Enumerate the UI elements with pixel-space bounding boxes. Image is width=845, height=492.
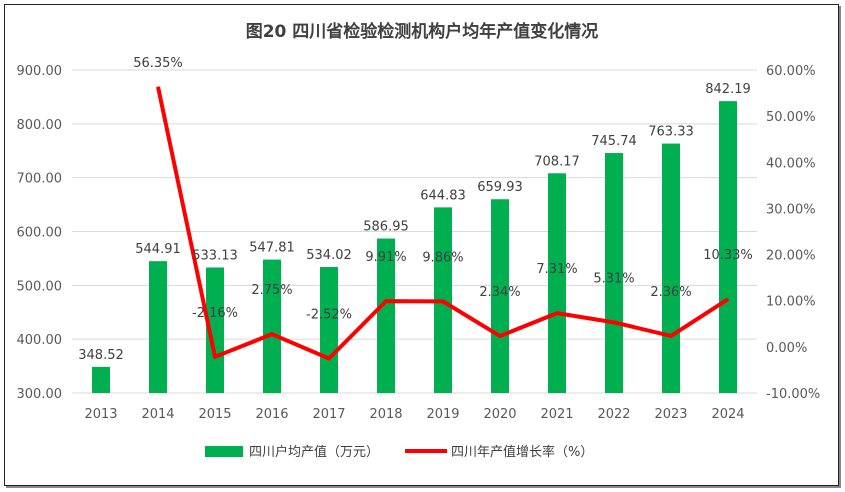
line-label: 5.31% bbox=[593, 271, 634, 286]
bar-label: 586.95 bbox=[363, 220, 409, 235]
bar-label: 544.91 bbox=[135, 242, 181, 257]
x-tick: 2022 bbox=[597, 407, 630, 422]
bar-label: 534.02 bbox=[306, 248, 352, 263]
line-point bbox=[727, 298, 729, 300]
bar bbox=[662, 143, 680, 393]
x-tick: 2015 bbox=[198, 407, 231, 422]
bar-label: 644.83 bbox=[420, 188, 466, 203]
y-right-tick: 30.00% bbox=[766, 202, 816, 217]
x-tick: 2017 bbox=[312, 407, 345, 422]
x-tick: 2020 bbox=[483, 407, 516, 422]
y-left-tick: 500.00 bbox=[17, 279, 63, 294]
y-right-tick: 40.00% bbox=[766, 156, 816, 171]
y-right-tick: 60.00% bbox=[766, 64, 816, 79]
y-left-tick: 900.00 bbox=[17, 64, 63, 79]
line-point bbox=[613, 321, 615, 323]
bar-label: 745.74 bbox=[591, 134, 637, 149]
y-right-tick: 50.00% bbox=[766, 110, 816, 125]
bar bbox=[263, 259, 281, 393]
legend: 四川户均产值（万元） 四川年产值增长率（%） bbox=[205, 444, 593, 460]
bar-label: 708.17 bbox=[534, 154, 580, 169]
line-label: 56.35% bbox=[133, 56, 183, 71]
y-right-tick: 0.00% bbox=[766, 341, 807, 356]
line-point bbox=[442, 300, 444, 302]
line-point bbox=[499, 335, 501, 337]
line-label: -2.16% bbox=[192, 306, 238, 321]
bar bbox=[206, 267, 224, 393]
line-label: 9.91% bbox=[365, 250, 406, 265]
legend-bar-label: 四川户均产值（万元） bbox=[249, 444, 379, 460]
line-label: 7.31% bbox=[536, 262, 577, 277]
y-left-tick: 600.00 bbox=[17, 226, 63, 241]
line-label: 2.34% bbox=[479, 285, 520, 300]
chart-frame bbox=[4, 4, 839, 486]
line-point bbox=[670, 335, 672, 337]
line-label: 2.36% bbox=[650, 285, 691, 300]
x-tick: 2019 bbox=[426, 407, 459, 422]
x-tick: 2016 bbox=[255, 407, 288, 422]
line-point bbox=[556, 312, 558, 314]
y-left-tick: 700.00 bbox=[17, 172, 63, 187]
legend-line-label: 四川年产值增长率（%） bbox=[451, 444, 593, 460]
line-label: 9.86% bbox=[422, 250, 463, 265]
line-point bbox=[157, 86, 159, 88]
x-tick: 2023 bbox=[654, 407, 687, 422]
y-right-tick: 20.00% bbox=[766, 249, 816, 264]
x-tick: 2014 bbox=[141, 407, 174, 422]
bar bbox=[491, 199, 509, 393]
y-left-tick: 800.00 bbox=[17, 118, 63, 133]
y-right-tick: -10.00% bbox=[766, 387, 820, 402]
bar bbox=[605, 153, 623, 393]
x-tick: 2024 bbox=[711, 407, 744, 422]
bar bbox=[320, 267, 338, 393]
chart-title: 图20 四川省检验检测机构户均年产值变化情况 bbox=[246, 21, 599, 42]
x-tick: 2013 bbox=[84, 407, 117, 422]
line-point bbox=[385, 300, 387, 302]
x-tick: 2021 bbox=[540, 407, 573, 422]
line-label: 10.33% bbox=[703, 248, 753, 263]
bar bbox=[92, 366, 110, 393]
x-tick: 2018 bbox=[369, 407, 402, 422]
bar bbox=[719, 101, 737, 394]
y-left-tick: 400.00 bbox=[17, 333, 63, 348]
line-point bbox=[214, 356, 216, 358]
legend-bar-swatch bbox=[205, 446, 243, 457]
bar-label: 659.93 bbox=[477, 180, 523, 195]
line-point bbox=[328, 357, 330, 359]
bar bbox=[149, 261, 167, 393]
y-right-tick: 10.00% bbox=[766, 295, 816, 310]
bar-label: 348.52 bbox=[78, 348, 124, 363]
bar bbox=[377, 238, 395, 393]
line-label: -2.52% bbox=[306, 307, 352, 322]
line-point bbox=[271, 333, 273, 335]
bar-label: 842.19 bbox=[705, 82, 751, 97]
line-label: 2.75% bbox=[251, 283, 292, 298]
y-left-tick: 300.00 bbox=[17, 387, 63, 402]
bar-label: 763.33 bbox=[648, 125, 694, 140]
bar-label: 547.81 bbox=[249, 241, 295, 256]
bar-label: 533.13 bbox=[192, 248, 238, 263]
bar bbox=[548, 173, 566, 393]
